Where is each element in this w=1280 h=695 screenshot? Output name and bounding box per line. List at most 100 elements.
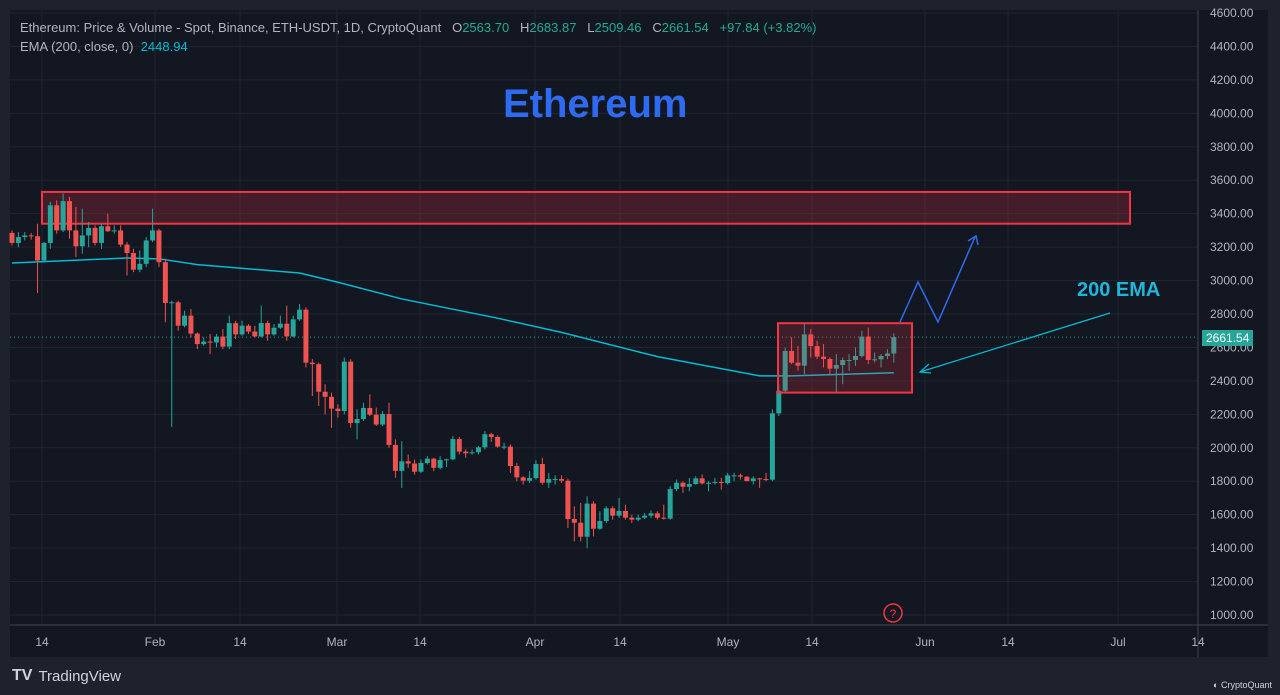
x-tick-label: Jul: [1110, 635, 1125, 649]
candle-body: [642, 515, 648, 518]
candle-body: [648, 513, 654, 516]
candle-body: [463, 451, 469, 454]
candle-body: [501, 446, 507, 448]
candle-body: [412, 463, 418, 472]
candle-body: [15, 237, 21, 243]
x-tick-label: Mar: [327, 635, 348, 649]
y-tick-label: 2800.00: [1210, 307, 1254, 321]
candle-body: [175, 302, 181, 326]
candle-body: [322, 391, 328, 397]
candle-body: [22, 235, 28, 238]
resistance-zone: [41, 190, 1131, 225]
low-label: L: [587, 20, 595, 35]
x-tick-label: Feb: [145, 635, 166, 649]
candle-body: [162, 262, 168, 303]
candle-body: [418, 462, 424, 472]
candle-body: [392, 444, 398, 471]
candle-body: [335, 408, 341, 411]
candle-body: [808, 334, 814, 347]
candle-body: [622, 510, 628, 518]
candle-body: [98, 226, 104, 243]
candle-body: [706, 482, 712, 484]
candle-body: [629, 517, 635, 520]
candle-body: [546, 479, 552, 483]
candle-body: [590, 503, 596, 529]
candle-body: [303, 309, 309, 363]
candle-body: [437, 459, 443, 468]
candle-body: [194, 333, 200, 345]
close-label: C: [652, 20, 662, 35]
y-tick-label: 1000.00: [1210, 608, 1254, 622]
candle-body: [182, 315, 188, 326]
y-tick-label: 3400.00: [1210, 207, 1254, 221]
symbol-legend: Ethereum: Price & Volume - Spot, Binance…: [20, 20, 816, 35]
candle-body: [603, 508, 609, 522]
candle-body: [782, 350, 788, 391]
candle-body: [712, 482, 718, 484]
candle-body: [718, 482, 724, 484]
change-value: +97.84 (+3.82%): [719, 20, 817, 35]
candle-body: [373, 414, 379, 425]
x-tick-label: 14: [1001, 635, 1015, 649]
candle-body: [776, 390, 782, 414]
candle-body: [654, 513, 660, 518]
ema-200-line: [11, 257, 894, 377]
x-tick-label: 14: [413, 635, 427, 649]
x-tick-label: Apr: [526, 635, 545, 649]
x-tick-label: 14: [35, 635, 49, 649]
candle-body: [245, 325, 251, 332]
candle-body: [367, 407, 373, 415]
candle-body: [284, 323, 290, 337]
candle-body: [258, 323, 264, 337]
symbol-title: Ethereum: Price & Volume - Spot, Binance…: [20, 20, 442, 35]
candle-body: [635, 517, 641, 520]
candle-body: [514, 466, 520, 478]
candle-body: [565, 480, 571, 520]
y-tick-label: 1800.00: [1210, 474, 1254, 488]
ema-legend[interactable]: EMA (200, close, 0) 2448.94: [20, 39, 188, 54]
candle-body: [520, 477, 526, 481]
y-tick-label: 4200.00: [1210, 73, 1254, 87]
chart-pane[interactable]: [10, 10, 1268, 657]
candle-body: [348, 361, 354, 424]
high-label: H: [520, 20, 530, 35]
candle-body: [725, 475, 731, 484]
candle-body: [789, 350, 795, 363]
question-circle-icon[interactable]: [883, 603, 903, 623]
candle-body: [475, 447, 481, 453]
tradingview-logo-icon: TV: [12, 667, 33, 684]
candle-body: [878, 355, 884, 360]
candle-body: [456, 439, 462, 452]
y-tick-label: 3000.00: [1210, 274, 1254, 288]
y-tick-label: 4600.00: [1210, 6, 1254, 20]
projection-arrowhead-icon: [967, 234, 979, 246]
candle-body: [386, 413, 392, 445]
candle-body: [73, 230, 79, 247]
x-tick-label: 14: [233, 635, 247, 649]
y-tick-label: 2000.00: [1210, 441, 1254, 455]
candle-body: [744, 476, 750, 482]
tradingview-logo[interactable]: TV TradingView: [12, 667, 121, 685]
question-mark: ?: [890, 607, 897, 621]
candle-body: [9, 232, 15, 243]
candle-body: [884, 353, 890, 356]
candle-body: [118, 230, 124, 245]
low-value: 2509.46: [594, 20, 642, 35]
candle-body: [252, 331, 258, 337]
y-tick-label: 1200.00: [1210, 575, 1254, 589]
y-tick-label: 2200.00: [1210, 407, 1254, 421]
candle-body: [833, 365, 839, 369]
candle-body: [130, 252, 136, 270]
candle-body: [124, 244, 130, 253]
candle-body: [54, 205, 60, 231]
candle-body: [431, 458, 437, 468]
x-tick-label: May: [717, 635, 740, 649]
x-tick-label: 14: [613, 635, 627, 649]
cryptoquant-logo: ◐ CryptoQuant: [1213, 680, 1272, 690]
candle-body: [380, 413, 386, 425]
high-value: 2683.87: [529, 20, 577, 35]
candle-body: [552, 479, 558, 481]
open-value: 2563.70: [462, 20, 510, 35]
candle-body: [769, 413, 775, 480]
